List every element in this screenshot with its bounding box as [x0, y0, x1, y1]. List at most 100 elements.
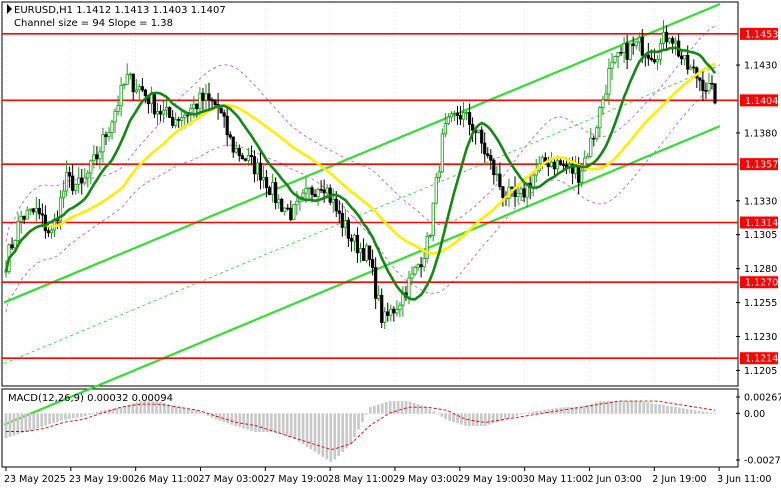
macd-histogram-bar	[127, 404, 131, 414]
macd-histogram-bar	[638, 401, 642, 414]
macd-histogram-bar	[614, 401, 618, 414]
macd-histogram-bar	[182, 408, 186, 414]
candle-body	[198, 92, 202, 110]
candle-body	[246, 154, 250, 161]
time-tick-label: 2 Jun 19:00	[652, 474, 706, 485]
macd-histogram-bar	[309, 413, 313, 450]
macd-plot-frame	[1, 388, 739, 468]
time-tick-label: 23 May 19:00	[69, 474, 134, 485]
macd-histogram-bar	[408, 401, 412, 414]
candle-body	[498, 173, 502, 188]
candle-body	[352, 234, 357, 242]
candle-body	[546, 163, 550, 168]
macd-histogram-bar	[388, 401, 392, 414]
macd-histogram-bar	[404, 401, 408, 414]
candle-body	[95, 154, 99, 160]
candle-body	[334, 198, 338, 212]
candle-body	[31, 208, 35, 213]
candle-body	[231, 136, 235, 153]
candle-body	[598, 107, 602, 129]
level-label: 1.1404	[745, 96, 778, 107]
candle-body	[204, 93, 208, 101]
macd-histogram-bar	[159, 401, 162, 414]
candle-body	[19, 216, 23, 222]
macd-histogram-bar	[480, 413, 483, 426]
candle-body	[652, 59, 657, 63]
macd-histogram-bar	[218, 413, 222, 421]
level-label: 1.1453	[745, 29, 778, 40]
candle-body	[692, 66, 696, 69]
macd-histogram-bar	[464, 413, 467, 426]
candle-body	[364, 245, 369, 261]
candle-body	[574, 166, 578, 174]
candle-body	[558, 160, 563, 166]
candle-body	[40, 213, 44, 216]
macd-histogram-bar	[222, 413, 226, 423]
ma-fast-line	[4, 46, 717, 301]
candle-body	[416, 264, 420, 268]
indicator-arrow-icon	[7, 4, 12, 14]
macd-histogram-bar	[369, 407, 372, 414]
candle-body	[510, 186, 514, 189]
macd-histogram-bar	[337, 413, 341, 456]
macd-histogram-bar	[147, 401, 150, 414]
macd-histogram-bar	[190, 409, 194, 414]
macd-histogram-bar	[24, 413, 28, 432]
candle-body	[28, 208, 32, 211]
candle-body	[137, 86, 141, 91]
channel-info: Channel size = 94 Slope = 1.38	[14, 18, 173, 29]
level-badge	[740, 158, 778, 171]
macd-histogram-bar	[40, 413, 43, 427]
macd-histogram-bar	[586, 404, 590, 414]
candle-body	[664, 31, 669, 43]
candle-body	[483, 142, 487, 155]
candle-body	[349, 237, 354, 242]
level-label: 1.1357	[745, 160, 778, 171]
candle-body	[22, 216, 26, 220]
candle-body	[383, 311, 387, 323]
candle-body	[325, 187, 329, 194]
candle-body	[155, 111, 160, 115]
candle-body	[268, 187, 272, 195]
candle-body	[243, 158, 247, 161]
candle-body	[589, 137, 593, 157]
macd-histogram-bar	[95, 411, 99, 414]
macd-histogram-bar	[119, 407, 123, 414]
candle-body	[592, 137, 596, 140]
macd-histogram-bar	[68, 413, 71, 419]
macd-histogram-bar	[440, 413, 443, 417]
macd-histogram-bar	[384, 402, 388, 414]
candle-body	[213, 100, 217, 105]
price-tick-label: 1.1305	[744, 230, 777, 241]
macd-histogram-bar	[483, 413, 487, 426]
macd-histogram-bar	[301, 413, 305, 445]
candle-body	[601, 99, 605, 108]
macd-histogram-bar	[8, 413, 12, 437]
macd-histogram-bar	[412, 402, 416, 414]
candle-body	[301, 192, 305, 198]
candle-body	[613, 55, 617, 63]
macd-histogram-bar	[658, 404, 661, 414]
candle-body	[698, 77, 702, 81]
macd-histogram-bar	[630, 401, 634, 414]
candle-body	[16, 221, 20, 241]
candle-body	[340, 212, 344, 228]
candle-body	[519, 188, 523, 194]
macd-histogram-bar	[87, 413, 91, 415]
candle-body	[128, 73, 132, 76]
macd-histogram-bar	[60, 413, 63, 421]
macd-histogram-bar	[705, 412, 709, 414]
macd-histogram-bar	[551, 408, 554, 414]
macd-histogram-bar	[186, 408, 190, 414]
macd-histogram-bar	[163, 402, 166, 414]
macd-histogram-bar	[642, 401, 646, 414]
macd-histogram-bar	[602, 401, 606, 414]
macd-histogram-bar	[682, 408, 685, 414]
macd-histogram-bar	[507, 413, 511, 419]
candle-body	[552, 161, 557, 170]
macd-histogram-bar	[317, 413, 321, 455]
candle-body	[113, 110, 117, 123]
candle-body	[570, 164, 575, 174]
candle-body	[583, 157, 587, 172]
